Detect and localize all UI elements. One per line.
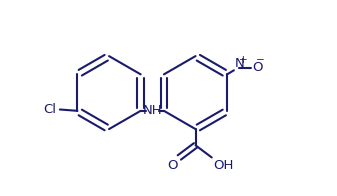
Text: O: O [167,159,178,172]
Text: NH: NH [143,104,162,117]
Text: OH: OH [213,159,234,172]
Text: −: − [256,55,265,65]
Text: N: N [235,57,244,70]
Text: Cl: Cl [43,103,56,116]
Text: +: + [239,55,248,65]
Text: O: O [252,61,263,74]
